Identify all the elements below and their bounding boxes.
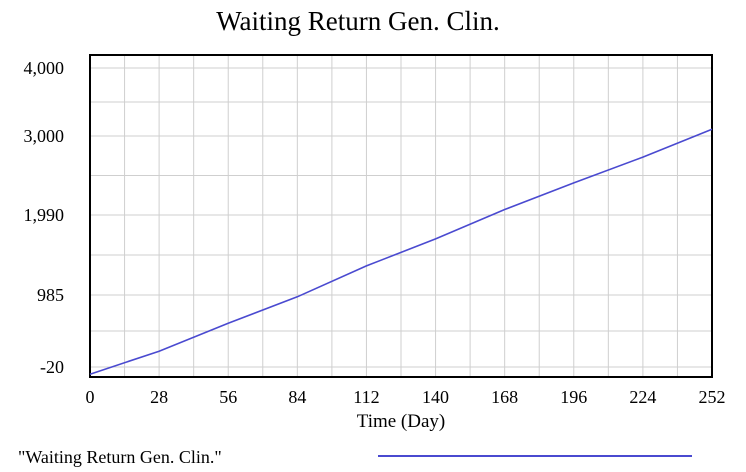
- x-tick-label: 140: [422, 387, 449, 407]
- y-tick-labels: 4,000 3,000 1,990 985 -20: [24, 58, 65, 377]
- x-tick-label: 56: [219, 387, 237, 407]
- y-tick-label: 985: [37, 285, 64, 305]
- plot-frame: [89, 54, 713, 378]
- x-tick-label: 84: [288, 387, 306, 407]
- x-axis-label: Time (Day): [357, 411, 446, 432]
- x-tick-label: 112: [353, 387, 379, 407]
- y-tick-label: 3,000: [24, 126, 65, 146]
- chart-title: Waiting Return Gen. Clin.: [216, 6, 500, 36]
- y-tick-label: 1,990: [24, 205, 65, 225]
- legend: "Waiting Return Gen. Clin.": [18, 447, 692, 467]
- x-tick-label: 196: [560, 387, 587, 407]
- y-tick-label: -20: [40, 357, 64, 377]
- x-tick-label: 28: [150, 387, 168, 407]
- x-tick-label: 0: [86, 387, 95, 407]
- x-tick-label: 168: [491, 387, 518, 407]
- x-tick-label: 252: [699, 387, 726, 407]
- y-tick-label: 4,000: [24, 58, 65, 78]
- series-layer: [89, 128, 713, 375]
- series-line: [89, 128, 713, 375]
- grid: [90, 55, 712, 377]
- x-tick-labels: 0 28 56 84 112 140 168 196 224 252: [86, 387, 726, 407]
- legend-label: "Waiting Return Gen. Clin.": [18, 447, 222, 467]
- x-tick-label: 224: [629, 387, 656, 407]
